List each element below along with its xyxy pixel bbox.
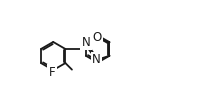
Text: F: F [49,66,55,79]
Text: N: N [92,53,100,67]
Text: O: O [91,32,101,44]
Text: N: N [81,36,90,49]
